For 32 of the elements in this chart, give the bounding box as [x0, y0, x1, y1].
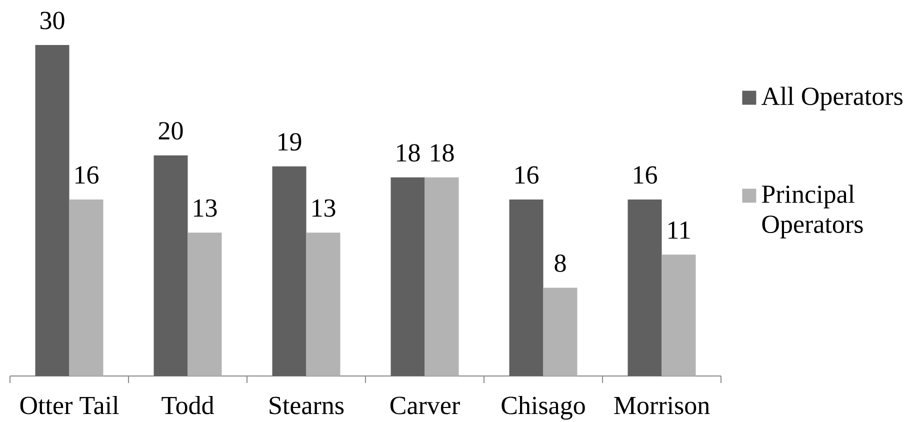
legend-label: Principal Operators	[762, 184, 863, 238]
bar	[390, 177, 425, 376]
bar	[69, 199, 104, 376]
bar	[543, 288, 578, 376]
x-tick-label: Chisago	[502, 396, 585, 420]
data-label: 8	[554, 254, 566, 272]
bar	[154, 155, 188, 376]
bar	[272, 166, 306, 376]
data-label: 16	[516, 166, 538, 184]
bar	[662, 254, 696, 376]
data-label: 13	[194, 199, 217, 217]
data-label: 13	[312, 199, 336, 217]
data-label: 19	[278, 133, 302, 151]
x-tick-label: Todd	[162, 396, 214, 414]
data-label: 18	[397, 144, 420, 162]
data-label: 16	[76, 166, 98, 184]
x-tick-label: Morrison	[614, 396, 710, 414]
data-label: 11	[668, 221, 690, 239]
bar	[306, 232, 340, 376]
data-label: 18	[431, 144, 454, 162]
legend-label: All Operators	[761, 86, 902, 110]
x-tick-label: Otter Tail	[20, 396, 119, 414]
bar	[35, 45, 70, 376]
bar	[424, 177, 459, 376]
bar	[628, 199, 662, 376]
data-label: 16	[634, 166, 657, 184]
x-tick-label: Carver	[390, 396, 460, 414]
data-label: 30	[40, 12, 64, 30]
x-tick-label: Stearns	[270, 396, 344, 414]
data-label: 20	[158, 122, 183, 140]
bar	[188, 232, 222, 376]
bar	[509, 199, 544, 376]
